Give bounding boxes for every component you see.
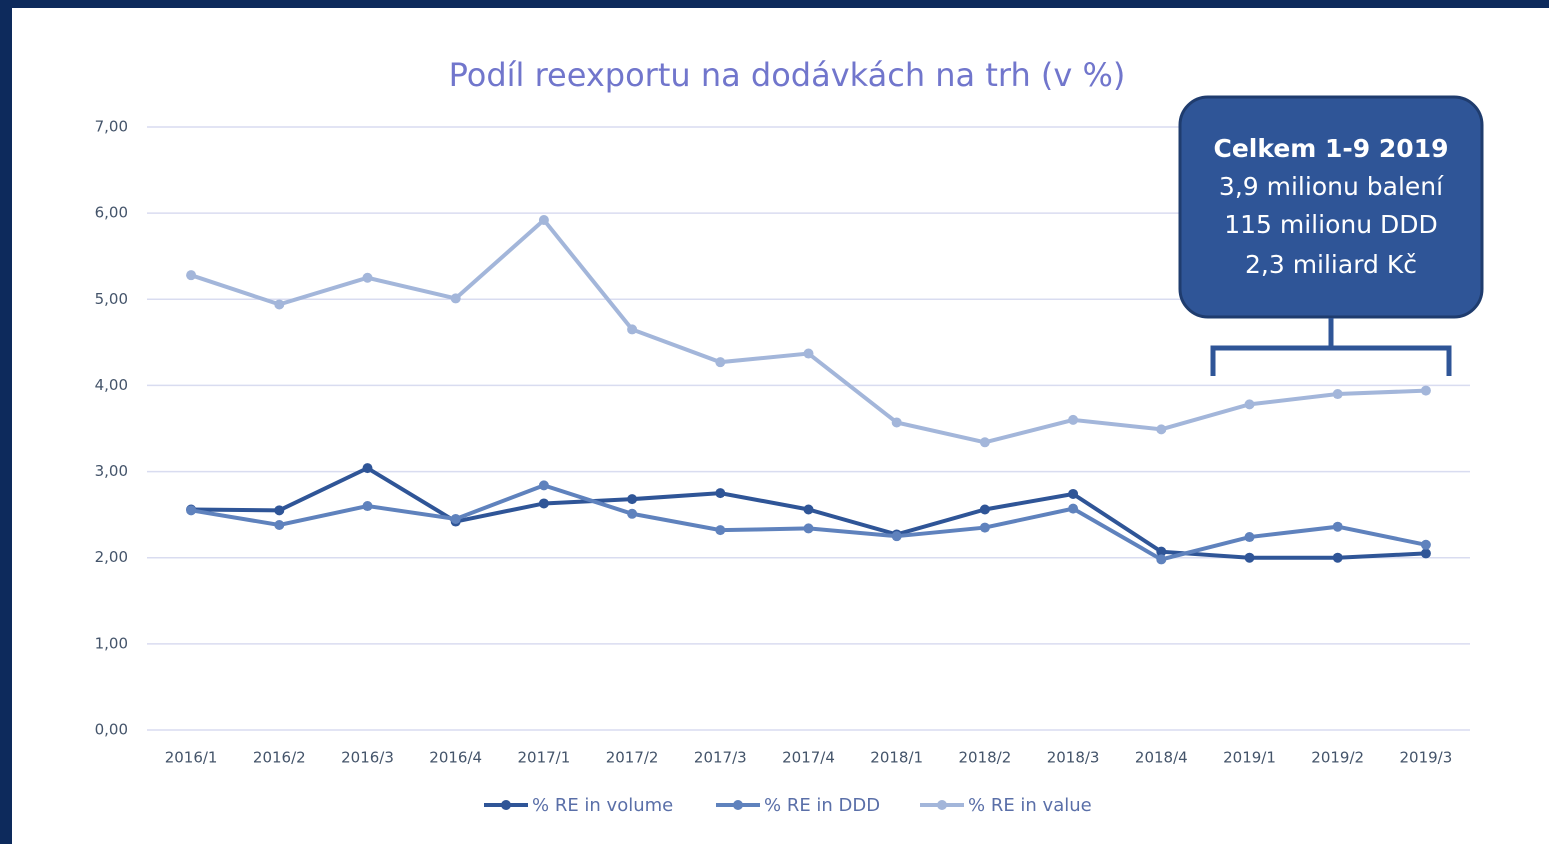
x-tick-label: 2018/3 <box>1047 749 1100 767</box>
y-tick-label: 5,00 <box>95 290 128 308</box>
point <box>186 505 197 516</box>
y-tick-label: 0,00 <box>95 721 128 739</box>
point <box>1332 521 1343 532</box>
x-tick-label: 2017/2 <box>606 749 659 767</box>
point <box>979 504 990 515</box>
point <box>362 463 373 474</box>
point <box>891 417 902 428</box>
point <box>979 437 990 448</box>
point <box>1244 552 1255 563</box>
y-tick-label: 3,00 <box>95 462 128 480</box>
chart-title: Podíl reexportu na dodávkách na trh (v %… <box>449 56 1126 94</box>
point <box>715 488 726 499</box>
legend-marker <box>501 800 511 810</box>
x-tick-label: 2017/4 <box>782 749 835 767</box>
x-tick-label: 2016/2 <box>253 749 306 767</box>
point <box>627 494 638 505</box>
y-tick-label: 2,00 <box>95 548 128 566</box>
legend-marker <box>937 800 947 810</box>
point <box>538 498 549 509</box>
x-tick-label: 2016/1 <box>165 749 218 767</box>
callout-line: 2,3 miliard Kč <box>1245 250 1417 279</box>
point <box>891 531 902 542</box>
point <box>450 513 461 524</box>
point <box>1068 488 1079 499</box>
brace <box>1210 318 1452 376</box>
y-tick-label: 1,00 <box>95 634 128 652</box>
point <box>803 348 814 359</box>
x-tick-label: 2017/3 <box>694 749 747 767</box>
y-tick-label: 6,00 <box>95 204 128 222</box>
point <box>1244 399 1255 410</box>
y-tick-label: 4,00 <box>95 376 128 394</box>
point <box>274 299 285 310</box>
point <box>1420 539 1431 550</box>
point <box>627 508 638 519</box>
legend-label: % RE in value <box>968 795 1092 816</box>
point <box>715 525 726 536</box>
point <box>715 357 726 368</box>
point <box>362 272 373 283</box>
point <box>1068 414 1079 425</box>
point <box>274 505 285 516</box>
x-tick-label: 2018/2 <box>959 749 1012 767</box>
point <box>979 522 990 533</box>
legend-marker <box>733 800 743 810</box>
point <box>538 480 549 491</box>
point <box>1420 385 1431 396</box>
x-tick-label: 2016/3 <box>341 749 394 767</box>
x-tick-label: 2017/1 <box>518 749 571 767</box>
point <box>1244 532 1255 543</box>
point <box>1156 554 1167 565</box>
point <box>1332 552 1343 563</box>
callout-line: 3,9 milionu balení <box>1219 172 1444 201</box>
x-tick-label: 2018/1 <box>870 749 923 767</box>
callout-line: 115 milionu DDD <box>1224 210 1438 239</box>
point <box>803 504 814 515</box>
point <box>1156 546 1167 557</box>
point <box>274 519 285 530</box>
point <box>186 270 197 281</box>
point <box>538 215 549 226</box>
y-tick-label: 7,00 <box>95 118 128 136</box>
legend-label: % RE in volume <box>532 795 673 816</box>
callout-title: Celkem 1-9 2019 <box>1214 134 1449 163</box>
x-tick-label: 2019/2 <box>1311 749 1364 767</box>
x-tick-label: 2018/4 <box>1135 749 1188 767</box>
x-tick-label: 2019/1 <box>1223 749 1276 767</box>
point <box>1332 389 1343 400</box>
callout-box <box>1178 95 1484 319</box>
point <box>803 523 814 534</box>
legend-label: % RE in DDD <box>764 795 880 816</box>
point <box>1156 424 1167 435</box>
point <box>627 324 638 335</box>
x-tick-label: 2019/3 <box>1400 749 1453 767</box>
x-tick-label: 2016/4 <box>429 749 482 767</box>
plot: 0,00 1,00 2,00 3,00 4,00 5,00 6,00 7,00 2016/1 20… <box>95 118 1470 767</box>
point <box>450 293 461 304</box>
point <box>1068 503 1079 514</box>
point <box>1420 548 1431 559</box>
point <box>362 501 373 512</box>
